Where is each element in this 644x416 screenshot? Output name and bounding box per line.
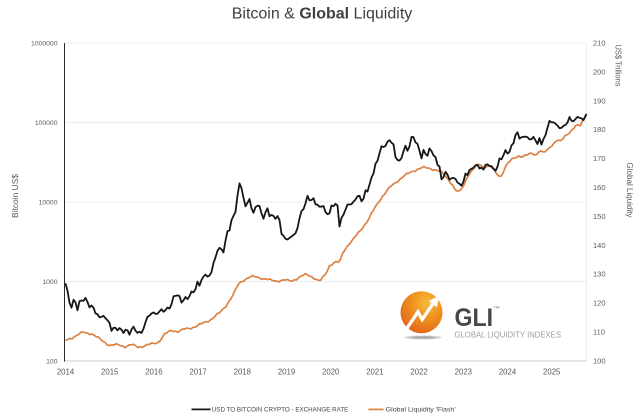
- svg-text:200: 200: [593, 67, 606, 76]
- svg-text:Global Liquidity: Global Liquidity: [625, 163, 634, 218]
- svg-text:2021: 2021: [366, 368, 383, 377]
- svg-text:2019: 2019: [278, 368, 295, 377]
- svg-text:GLI: GLI: [455, 304, 494, 332]
- svg-text:160: 160: [593, 183, 606, 192]
- svg-text:2017: 2017: [189, 368, 206, 377]
- svg-text:2014: 2014: [57, 368, 75, 377]
- svg-text:2024: 2024: [499, 368, 517, 377]
- svg-text:100: 100: [593, 356, 606, 365]
- svg-text:2015: 2015: [101, 368, 119, 377]
- svg-text:120: 120: [593, 299, 606, 308]
- svg-text:Global Liquidity 'Flash': Global Liquidity 'Flash': [386, 407, 456, 414]
- svg-text:1000: 1000: [42, 279, 57, 286]
- svg-text:110: 110: [593, 327, 605, 336]
- svg-text:USD TO BITCOIN CRYPTO - EXCHAN: USD TO BITCOIN CRYPTO - EXCHANGE RATE: [212, 407, 349, 414]
- svg-text:2016: 2016: [145, 368, 162, 377]
- svg-text:2018: 2018: [234, 368, 251, 377]
- svg-text:190: 190: [593, 96, 606, 105]
- svg-text:Bitcoin & Global Liquidity: Bitcoin & Global Liquidity: [232, 6, 413, 23]
- svg-text:170: 170: [593, 154, 606, 163]
- svg-text:US$ Trillions: US$ Trillions: [614, 45, 623, 87]
- svg-text:100000: 100000: [35, 120, 58, 127]
- svg-text:2022: 2022: [410, 368, 427, 377]
- svg-text:130: 130: [593, 270, 606, 279]
- svg-text:180: 180: [593, 125, 606, 134]
- svg-text:GLOBAL LIQUIDITY INDEXES: GLOBAL LIQUIDITY INDEXES: [455, 331, 562, 340]
- svg-text:™: ™: [493, 306, 500, 313]
- svg-text:10000: 10000: [39, 199, 58, 206]
- svg-text:210: 210: [593, 39, 606, 48]
- svg-text:2020: 2020: [322, 368, 340, 377]
- svg-text:2025: 2025: [543, 368, 561, 377]
- svg-text:2023: 2023: [455, 368, 472, 377]
- svg-text:Bitcoin US$: Bitcoin US$: [11, 173, 20, 218]
- svg-text:1000000: 1000000: [31, 40, 58, 47]
- svg-text:150: 150: [593, 212, 606, 221]
- svg-text:100: 100: [46, 358, 58, 365]
- svg-text:140: 140: [593, 241, 606, 250]
